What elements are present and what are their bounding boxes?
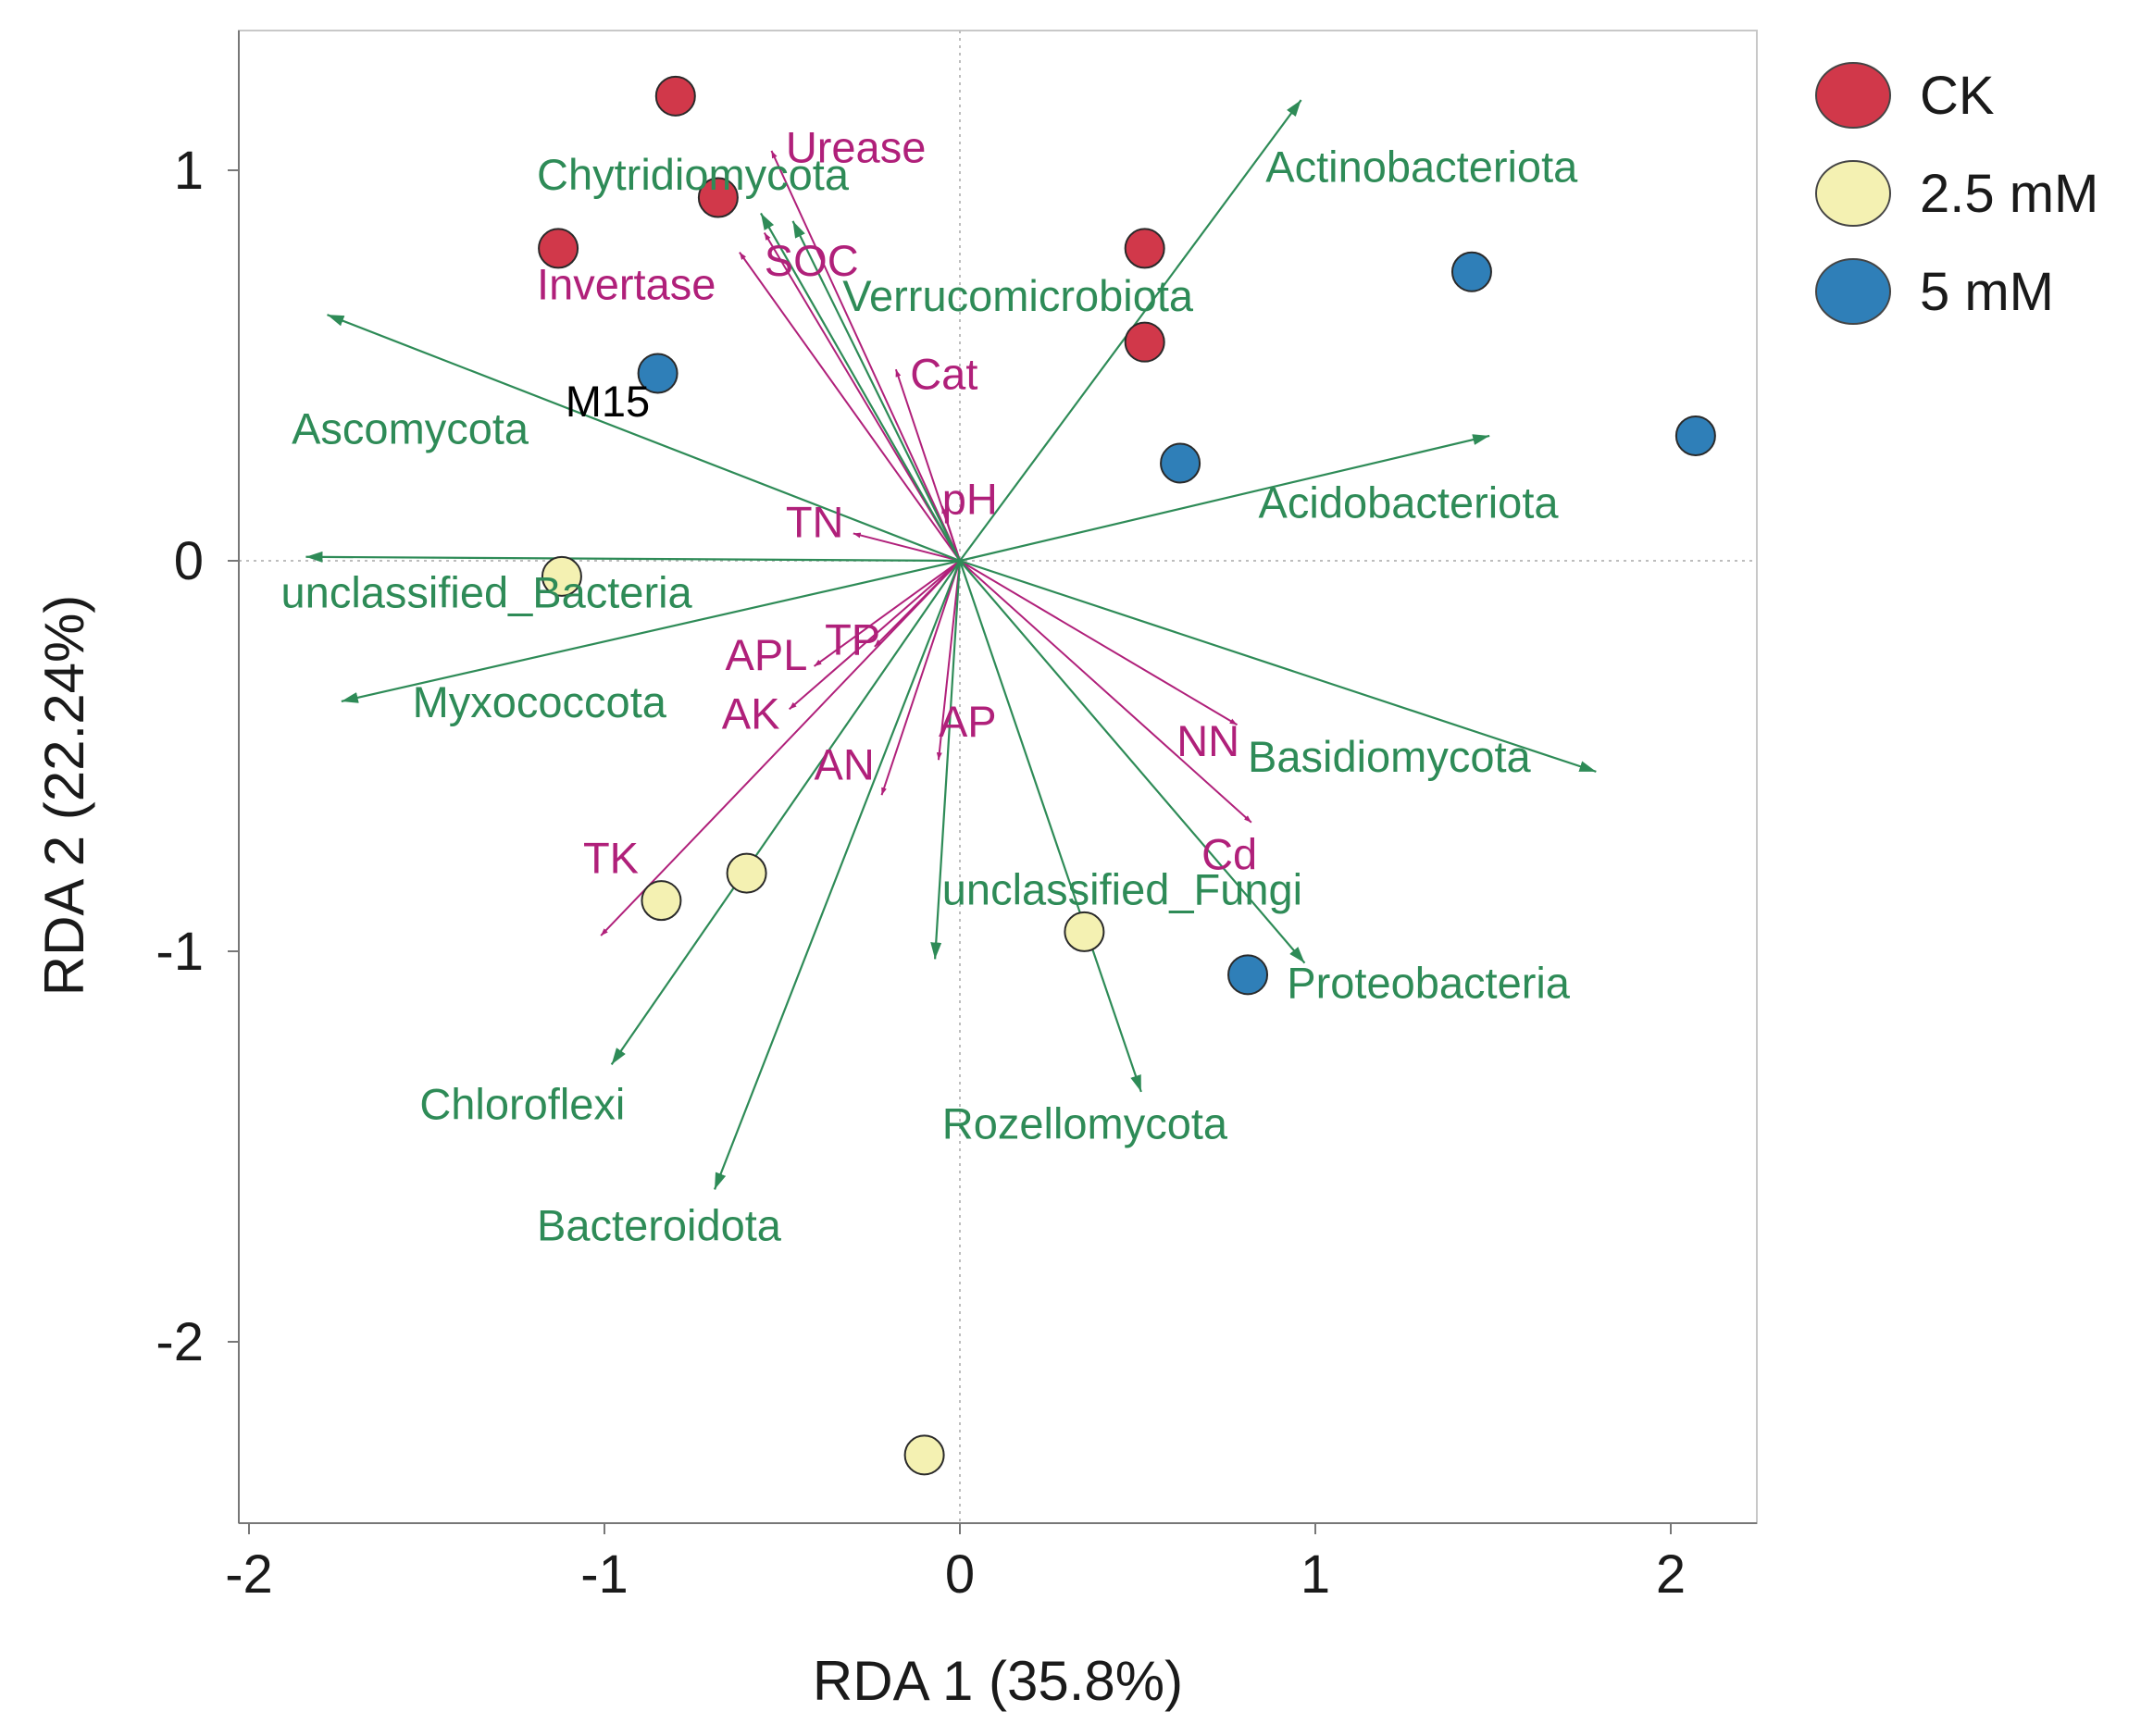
sample-point-5-mm xyxy=(637,353,678,394)
sample-points xyxy=(538,75,1716,1476)
y-tick-label: -2 xyxy=(156,1312,204,1372)
species-label-rozellomycota: Rozellomycota xyxy=(942,1099,1228,1148)
env-arrow-ap xyxy=(936,560,961,761)
species-label-verrucomicrobiota: Verrucomicrobiota xyxy=(842,271,1194,320)
species-label-ascomycota: Ascomycota xyxy=(292,403,529,453)
sample-point-5-mm xyxy=(1227,954,1269,996)
species-arrow-unclassified-fungi xyxy=(930,560,962,960)
species-label-chytridiomycota: Chytridiomycota xyxy=(537,150,850,199)
species-arrow-chloroflexi xyxy=(610,560,961,1066)
species-arrow-verrucomicrobiota xyxy=(791,220,961,562)
sample-point-5-mm xyxy=(1160,442,1201,484)
sample-point-2-5-mm xyxy=(641,880,682,922)
axes: -2 -1 0 1 2 -2 -1 0 1 RDA 1 (35.8%) RDA 2 (22.24%) xyxy=(33,31,1757,1712)
species-label-chloroflexi: Chloroflexi xyxy=(419,1079,625,1128)
env-label-urease: Urease xyxy=(786,123,927,172)
env-arrow-soc xyxy=(763,232,961,562)
legend: CK 2.5 mM 5 mM xyxy=(1815,62,2098,325)
legend-swatch-2-5-mm xyxy=(1815,160,1891,227)
sample-point-2-5-mm xyxy=(541,555,582,597)
species-label-acidobacteriota: Acidobacteriota xyxy=(1259,478,1560,527)
sample-point-2-5-mm xyxy=(903,1434,945,1476)
env-arrow-an xyxy=(880,560,961,796)
env-arrow-cd xyxy=(959,560,1252,824)
env-label-apl: APL xyxy=(726,630,808,679)
env-label-nn: NN xyxy=(1176,716,1239,765)
reference-lines xyxy=(239,31,1757,1523)
env-arrow-tn xyxy=(853,532,961,562)
species-arrow-acidobacteriota xyxy=(959,434,1490,563)
sample-point-ck xyxy=(1124,321,1165,363)
env-label-an: AN xyxy=(815,739,875,788)
species-label-proteobacteria: Proteobacteria xyxy=(1287,959,1571,1008)
species-label-actinobacteriota: Actinobacteriota xyxy=(1265,143,1578,192)
env-arrow-tk xyxy=(600,560,961,936)
env-label-ph: pH xyxy=(942,474,998,523)
y-tick-label: -1 xyxy=(156,922,204,982)
env-label-soc: SOC xyxy=(765,236,859,285)
species-arrow-chytridiomycota xyxy=(760,212,961,562)
env-arrow-ak xyxy=(789,560,961,711)
species-arrow-bacteroidota xyxy=(714,560,962,1190)
x-tick-label: 1 xyxy=(1301,1544,1330,1605)
sample-point-ck xyxy=(654,75,696,117)
env-arrow-urease xyxy=(770,150,961,562)
env-arrow-invertase xyxy=(739,252,961,562)
sample-point-ck xyxy=(697,177,739,218)
sample-point-ck xyxy=(538,228,579,269)
env-arrow-apl xyxy=(813,560,961,667)
legend-label-2-5-mm: 2.5 mM xyxy=(1920,164,2098,224)
species-arrow-rozellomycota xyxy=(958,560,1142,1093)
env-label-ak: AK xyxy=(722,688,780,738)
environment-arrows xyxy=(600,150,1252,936)
y-axis-title: RDA 2 (22.24%) xyxy=(33,595,95,997)
env-label-tk: TK xyxy=(583,834,639,883)
env-label-tn: TN xyxy=(786,498,844,547)
env-label-ap: AP xyxy=(939,697,997,746)
legend-swatch-5-mm xyxy=(1815,258,1891,325)
env-label-cat: Cat xyxy=(910,349,977,398)
env-label-tp: TP xyxy=(825,614,880,663)
species-label-unclassified-fungi: unclassified_Fungi xyxy=(942,864,1302,913)
x-tick-label: 0 xyxy=(945,1544,975,1605)
species-label-basidiomycota: Basidiomycota xyxy=(1248,732,1531,781)
species-label-unclassified-bacteria: unclassified_Bacteria xyxy=(281,568,693,617)
species-arrow-proteobacteria xyxy=(959,560,1306,964)
env-label-invertase: Invertase xyxy=(537,259,716,308)
species-label-bacteroidota: Bacteroidota xyxy=(537,1200,782,1249)
sample-point-5-mm xyxy=(1674,415,1716,456)
legend-swatch-ck xyxy=(1815,62,1891,129)
species-arrow-ascomycota xyxy=(327,314,961,563)
env-label-cd: Cd xyxy=(1201,829,1257,878)
legend-label-5-mm: 5 mM xyxy=(1920,262,2054,322)
species-label-myxococcota: Myxococcota xyxy=(413,677,667,726)
legend-label-ck: CK xyxy=(1920,66,1995,126)
sample-point-5-mm xyxy=(1450,251,1492,292)
env-arrow-ph xyxy=(940,505,961,562)
sample-point-2-5-mm xyxy=(726,852,767,894)
x-axis-title: RDA 1 (35.8%) xyxy=(813,1650,1183,1712)
species-arrow-myxococcota xyxy=(341,559,961,703)
species-arrow-unclassified-bacteria xyxy=(305,551,961,563)
sample-point-ck xyxy=(1124,228,1165,269)
sample-label-m15: M15 xyxy=(566,377,650,426)
env-arrow-nn xyxy=(959,560,1239,726)
x-tick-label: 2 xyxy=(1656,1544,1686,1605)
y-tick-label: 0 xyxy=(174,531,204,591)
x-tick-label: -1 xyxy=(580,1544,629,1605)
species-arrow-basidiomycota xyxy=(959,559,1597,773)
x-tick-label: -2 xyxy=(225,1544,273,1605)
arrow-labels: Actinobacteriota Acidobacteriota Basidiomy… xyxy=(281,123,1579,1250)
sample-point-2-5-mm xyxy=(1064,911,1105,952)
y-tick-label: 1 xyxy=(174,141,204,201)
